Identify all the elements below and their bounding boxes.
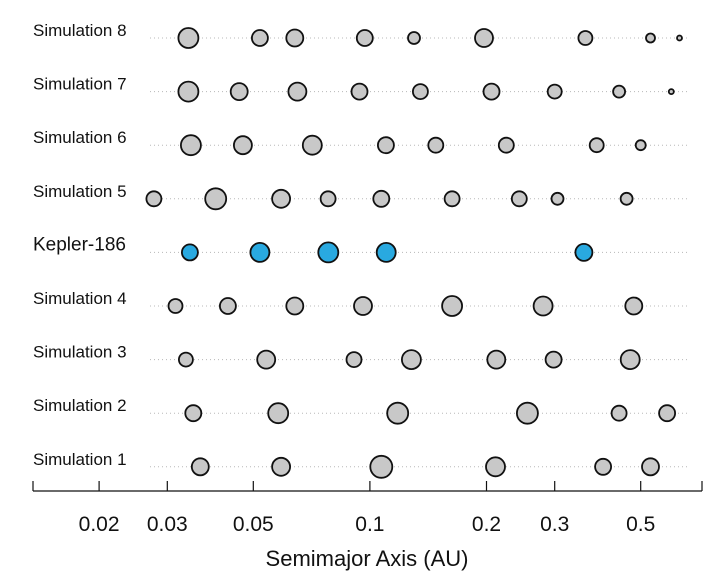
planet-point <box>619 191 634 206</box>
series-label: Simulation 6 <box>33 128 127 147</box>
x-axis: 0.02 0.03 0.05 0.1 0.2 0.3 0.5 Semimajor Axis … <box>32 481 703 571</box>
x-tick-label: 0.03 <box>147 513 188 536</box>
planet-point <box>369 454 394 479</box>
series-label: Simulation 8 <box>33 21 127 40</box>
planet-point <box>550 191 565 206</box>
series-row: Simulation 4 <box>33 289 690 317</box>
series-row: Simulation 2 <box>33 396 690 425</box>
planet-point <box>532 295 554 317</box>
planet-point <box>546 83 563 100</box>
planet-point <box>645 32 656 44</box>
x-tick-label: 0.2 <box>472 513 501 536</box>
planet-point <box>486 349 507 370</box>
planet-point <box>386 401 410 425</box>
planet-point <box>232 135 253 156</box>
planet-point <box>676 34 683 42</box>
planet-point <box>267 402 290 425</box>
planet-point <box>641 457 660 477</box>
planet-point <box>353 296 373 316</box>
planet-point <box>619 349 641 371</box>
planet-point <box>256 349 277 370</box>
planet-point <box>167 298 184 314</box>
planet-point <box>441 295 464 317</box>
x-tick-label: 0.3 <box>540 513 569 536</box>
planet-point <box>317 241 340 264</box>
series-row: Simulation 7 <box>33 75 690 103</box>
planet-point <box>271 188 292 209</box>
planet-point <box>482 82 501 101</box>
planet-point <box>376 136 395 155</box>
planet-point <box>345 351 363 369</box>
planet-point <box>443 190 461 208</box>
planet-point <box>612 84 626 99</box>
planet-point <box>516 401 539 425</box>
planet-point <box>249 241 271 263</box>
planet-point <box>372 189 391 208</box>
series-row: Kepler-186 <box>33 234 690 264</box>
planet-point <box>577 30 594 46</box>
series-label: Simulation 7 <box>33 75 127 94</box>
planet-point <box>427 136 445 154</box>
series-row: Simulation 5 <box>33 182 690 211</box>
planet-point <box>411 83 429 100</box>
planet-point <box>218 297 237 315</box>
planet-point <box>287 81 308 102</box>
planet-point <box>407 31 421 45</box>
plot-rows: Simulation 8 Simulation 7 Simulation 6 Simu… <box>33 21 690 479</box>
planet-point <box>250 29 269 47</box>
x-tick-label: 0.05 <box>233 513 274 536</box>
planet-point <box>285 28 305 48</box>
planet-point <box>588 137 605 154</box>
planet-point <box>497 136 515 154</box>
planet-point <box>610 404 628 422</box>
planet-point <box>285 296 305 316</box>
planet-point <box>145 190 163 208</box>
planet-point <box>400 349 422 371</box>
planet-point <box>177 80 200 103</box>
planet-point <box>658 404 676 423</box>
series-row: Simulation 1 <box>33 450 690 479</box>
planet-point <box>544 350 563 369</box>
series-label: Simulation 2 <box>33 396 127 415</box>
series-row: Simulation 8 <box>33 21 690 49</box>
planet-point <box>179 134 202 157</box>
x-axis-ticks: 0.02 0.03 0.05 0.1 0.2 0.3 0.5 <box>32 481 703 536</box>
planet-point <box>271 456 292 477</box>
series-label: Kepler-186 <box>33 234 126 255</box>
planet-point <box>180 243 199 262</box>
planet-point <box>667 88 675 95</box>
planet-point <box>204 187 228 211</box>
planet-point <box>574 242 594 262</box>
x-tick-label: 0.02 <box>79 513 120 536</box>
x-tick-label: 0.5 <box>626 513 655 536</box>
series-label: Simulation 4 <box>33 289 127 308</box>
series-row: Simulation 6 <box>33 128 690 157</box>
planet-point <box>301 134 323 156</box>
planet-point <box>485 456 506 478</box>
planet-point <box>510 190 528 208</box>
planet-point <box>177 27 200 49</box>
series-row: Simulation 3 <box>33 343 690 371</box>
series-label: Simulation 1 <box>33 450 127 469</box>
planet-point <box>319 190 337 208</box>
planet-point <box>350 82 369 101</box>
planet-point <box>375 241 397 263</box>
series-label: Simulation 3 <box>33 343 127 362</box>
x-axis-title: Semimajor Axis (AU) <box>266 546 469 571</box>
planet-point <box>634 139 647 152</box>
series-label: Simulation 5 <box>33 182 127 201</box>
planet-point <box>355 29 374 47</box>
planet-point <box>177 351 194 368</box>
planet-point <box>190 457 210 477</box>
planet-point <box>624 296 644 316</box>
x-tick-label: 0.1 <box>355 513 384 536</box>
planet-point <box>594 457 612 476</box>
planet-point <box>184 404 203 423</box>
planet-point <box>474 28 494 48</box>
planet-point <box>229 82 249 101</box>
